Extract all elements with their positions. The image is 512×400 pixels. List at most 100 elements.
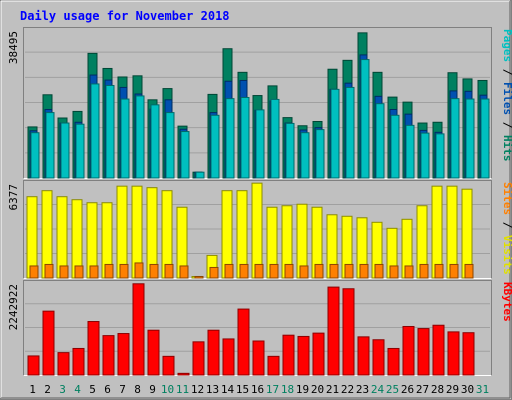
bar-pages-31 bbox=[480, 98, 490, 179]
x-tick-label-6: 6 bbox=[104, 383, 111, 396]
bar-pages-8 bbox=[135, 95, 145, 179]
x-tick-label-2: 2 bbox=[44, 383, 51, 396]
bar-kbytes-13 bbox=[207, 329, 220, 376]
x-tick-label-11: 11 bbox=[176, 383, 189, 396]
bar-kbytes-24 bbox=[372, 339, 385, 376]
bar-kbytes-11 bbox=[177, 372, 190, 376]
bar-kbytes-17 bbox=[267, 355, 280, 376]
x-tick-label-3: 3 bbox=[59, 383, 66, 396]
bar-sites-18 bbox=[284, 263, 294, 279]
bar-pages-4 bbox=[75, 123, 85, 179]
bar-kbytes-30 bbox=[462, 332, 475, 376]
x-tick-label-23: 23 bbox=[356, 383, 369, 396]
bar-pages-18 bbox=[285, 122, 295, 179]
bar-pages-12 bbox=[195, 171, 205, 179]
bar-sites-25 bbox=[389, 265, 399, 279]
panel-legend-label: KBytes bbox=[501, 282, 512, 322]
bar-pages-21 bbox=[330, 88, 340, 179]
series-kbytes bbox=[27, 283, 475, 376]
bar-sites-24 bbox=[374, 263, 384, 279]
x-tick-label-29: 29 bbox=[446, 383, 459, 396]
x-tick-label-24: 24 bbox=[371, 383, 385, 396]
series-pages bbox=[30, 59, 490, 179]
bar-kbytes-3 bbox=[57, 352, 70, 376]
bar-pages-16 bbox=[255, 109, 265, 179]
bar-kbytes-2 bbox=[42, 310, 55, 376]
axis-max-label: 6377 bbox=[7, 184, 20, 211]
x-tick-label-5: 5 bbox=[89, 383, 96, 396]
axis-max-label: 38495 bbox=[7, 31, 20, 64]
bar-sites-14 bbox=[224, 263, 234, 279]
bar-kbytes-12 bbox=[192, 341, 205, 376]
x-tick-label-31: 31 bbox=[476, 383, 489, 396]
bar-sites-6 bbox=[104, 263, 114, 279]
bar-pages-20 bbox=[315, 129, 325, 179]
legend-part: KBytes bbox=[501, 282, 512, 322]
bar-pages-28 bbox=[435, 133, 445, 179]
bar-sites-29 bbox=[449, 263, 459, 279]
bar-sites-7 bbox=[119, 263, 129, 279]
bar-pages-19 bbox=[300, 132, 310, 179]
bar-kbytes-14 bbox=[222, 338, 235, 376]
bar-pages-22 bbox=[345, 86, 355, 179]
chart-panels: 38495 Pages / Files / Hits 6377 Sites / Vis… bbox=[7, 27, 512, 376]
bar-sites-2 bbox=[44, 263, 54, 279]
bar-kbytes-22 bbox=[342, 288, 355, 376]
bar-pages-30 bbox=[465, 98, 475, 179]
bar-pages-13 bbox=[210, 114, 220, 179]
bar-sites-17 bbox=[269, 263, 279, 279]
x-tick-label-19: 19 bbox=[296, 383, 309, 396]
bar-sites-26 bbox=[404, 265, 414, 279]
series-sites bbox=[29, 262, 474, 279]
legend-part: / bbox=[501, 115, 512, 135]
bar-kbytes-9 bbox=[147, 329, 160, 376]
bar-kbytes-21 bbox=[327, 286, 340, 376]
bar-sites-8 bbox=[134, 262, 144, 279]
x-tick-label-13: 13 bbox=[206, 383, 219, 396]
bar-pages-2 bbox=[45, 112, 55, 179]
legend-part: Pages bbox=[501, 29, 512, 62]
bar-pages-25 bbox=[390, 114, 400, 179]
bar-sites-20 bbox=[314, 263, 324, 279]
bar-sites-23 bbox=[359, 263, 369, 279]
bar-kbytes-25 bbox=[387, 347, 400, 376]
bar-sites-4 bbox=[74, 265, 84, 279]
legend-part: / bbox=[501, 62, 512, 82]
x-tick-label-8: 8 bbox=[134, 383, 141, 396]
x-tick-label-20: 20 bbox=[311, 383, 324, 396]
bar-pages-24 bbox=[375, 103, 385, 179]
x-tick-label-12: 12 bbox=[191, 383, 204, 396]
bar-kbytes-18 bbox=[282, 334, 295, 376]
x-tick-label-9: 9 bbox=[149, 383, 156, 396]
bar-pages-15 bbox=[240, 96, 250, 179]
bar-pages-3 bbox=[60, 122, 70, 179]
bar-pages-5 bbox=[90, 83, 100, 179]
bar-kbytes-23 bbox=[357, 336, 370, 376]
bar-pages-23 bbox=[360, 59, 370, 179]
panel-legend-label: Pages / Files / Hits bbox=[501, 29, 512, 162]
bar-sites-19 bbox=[299, 265, 309, 279]
bar-pages-17 bbox=[270, 98, 280, 179]
series-visits bbox=[26, 182, 473, 279]
bar-pages-6 bbox=[105, 84, 115, 179]
bar-sites-28 bbox=[434, 263, 444, 279]
bar-kbytes-5 bbox=[87, 321, 100, 376]
bar-kbytes-27 bbox=[417, 328, 430, 376]
bar-sites-3 bbox=[59, 265, 69, 279]
legend-part: Visits bbox=[501, 235, 512, 275]
bar-pages-14 bbox=[225, 98, 235, 179]
x-tick-label-17: 17 bbox=[266, 383, 279, 396]
bar-pages-1 bbox=[30, 132, 40, 179]
bar-sites-13 bbox=[209, 266, 219, 279]
bar-kbytes-26 bbox=[402, 325, 415, 376]
bar-sites-1 bbox=[29, 265, 39, 279]
bar-sites-27 bbox=[419, 263, 429, 279]
x-tick-label-10: 10 bbox=[161, 383, 174, 396]
bar-pages-27 bbox=[420, 132, 430, 179]
legend-part: / bbox=[501, 215, 512, 235]
x-tick-label-1: 1 bbox=[29, 383, 36, 396]
panel-hits-files-pages: 38495 Pages / Files / Hits bbox=[7, 27, 512, 179]
bar-kbytes-7 bbox=[117, 333, 130, 376]
bar-pages-29 bbox=[450, 98, 460, 179]
x-tick-label-28: 28 bbox=[431, 383, 444, 396]
